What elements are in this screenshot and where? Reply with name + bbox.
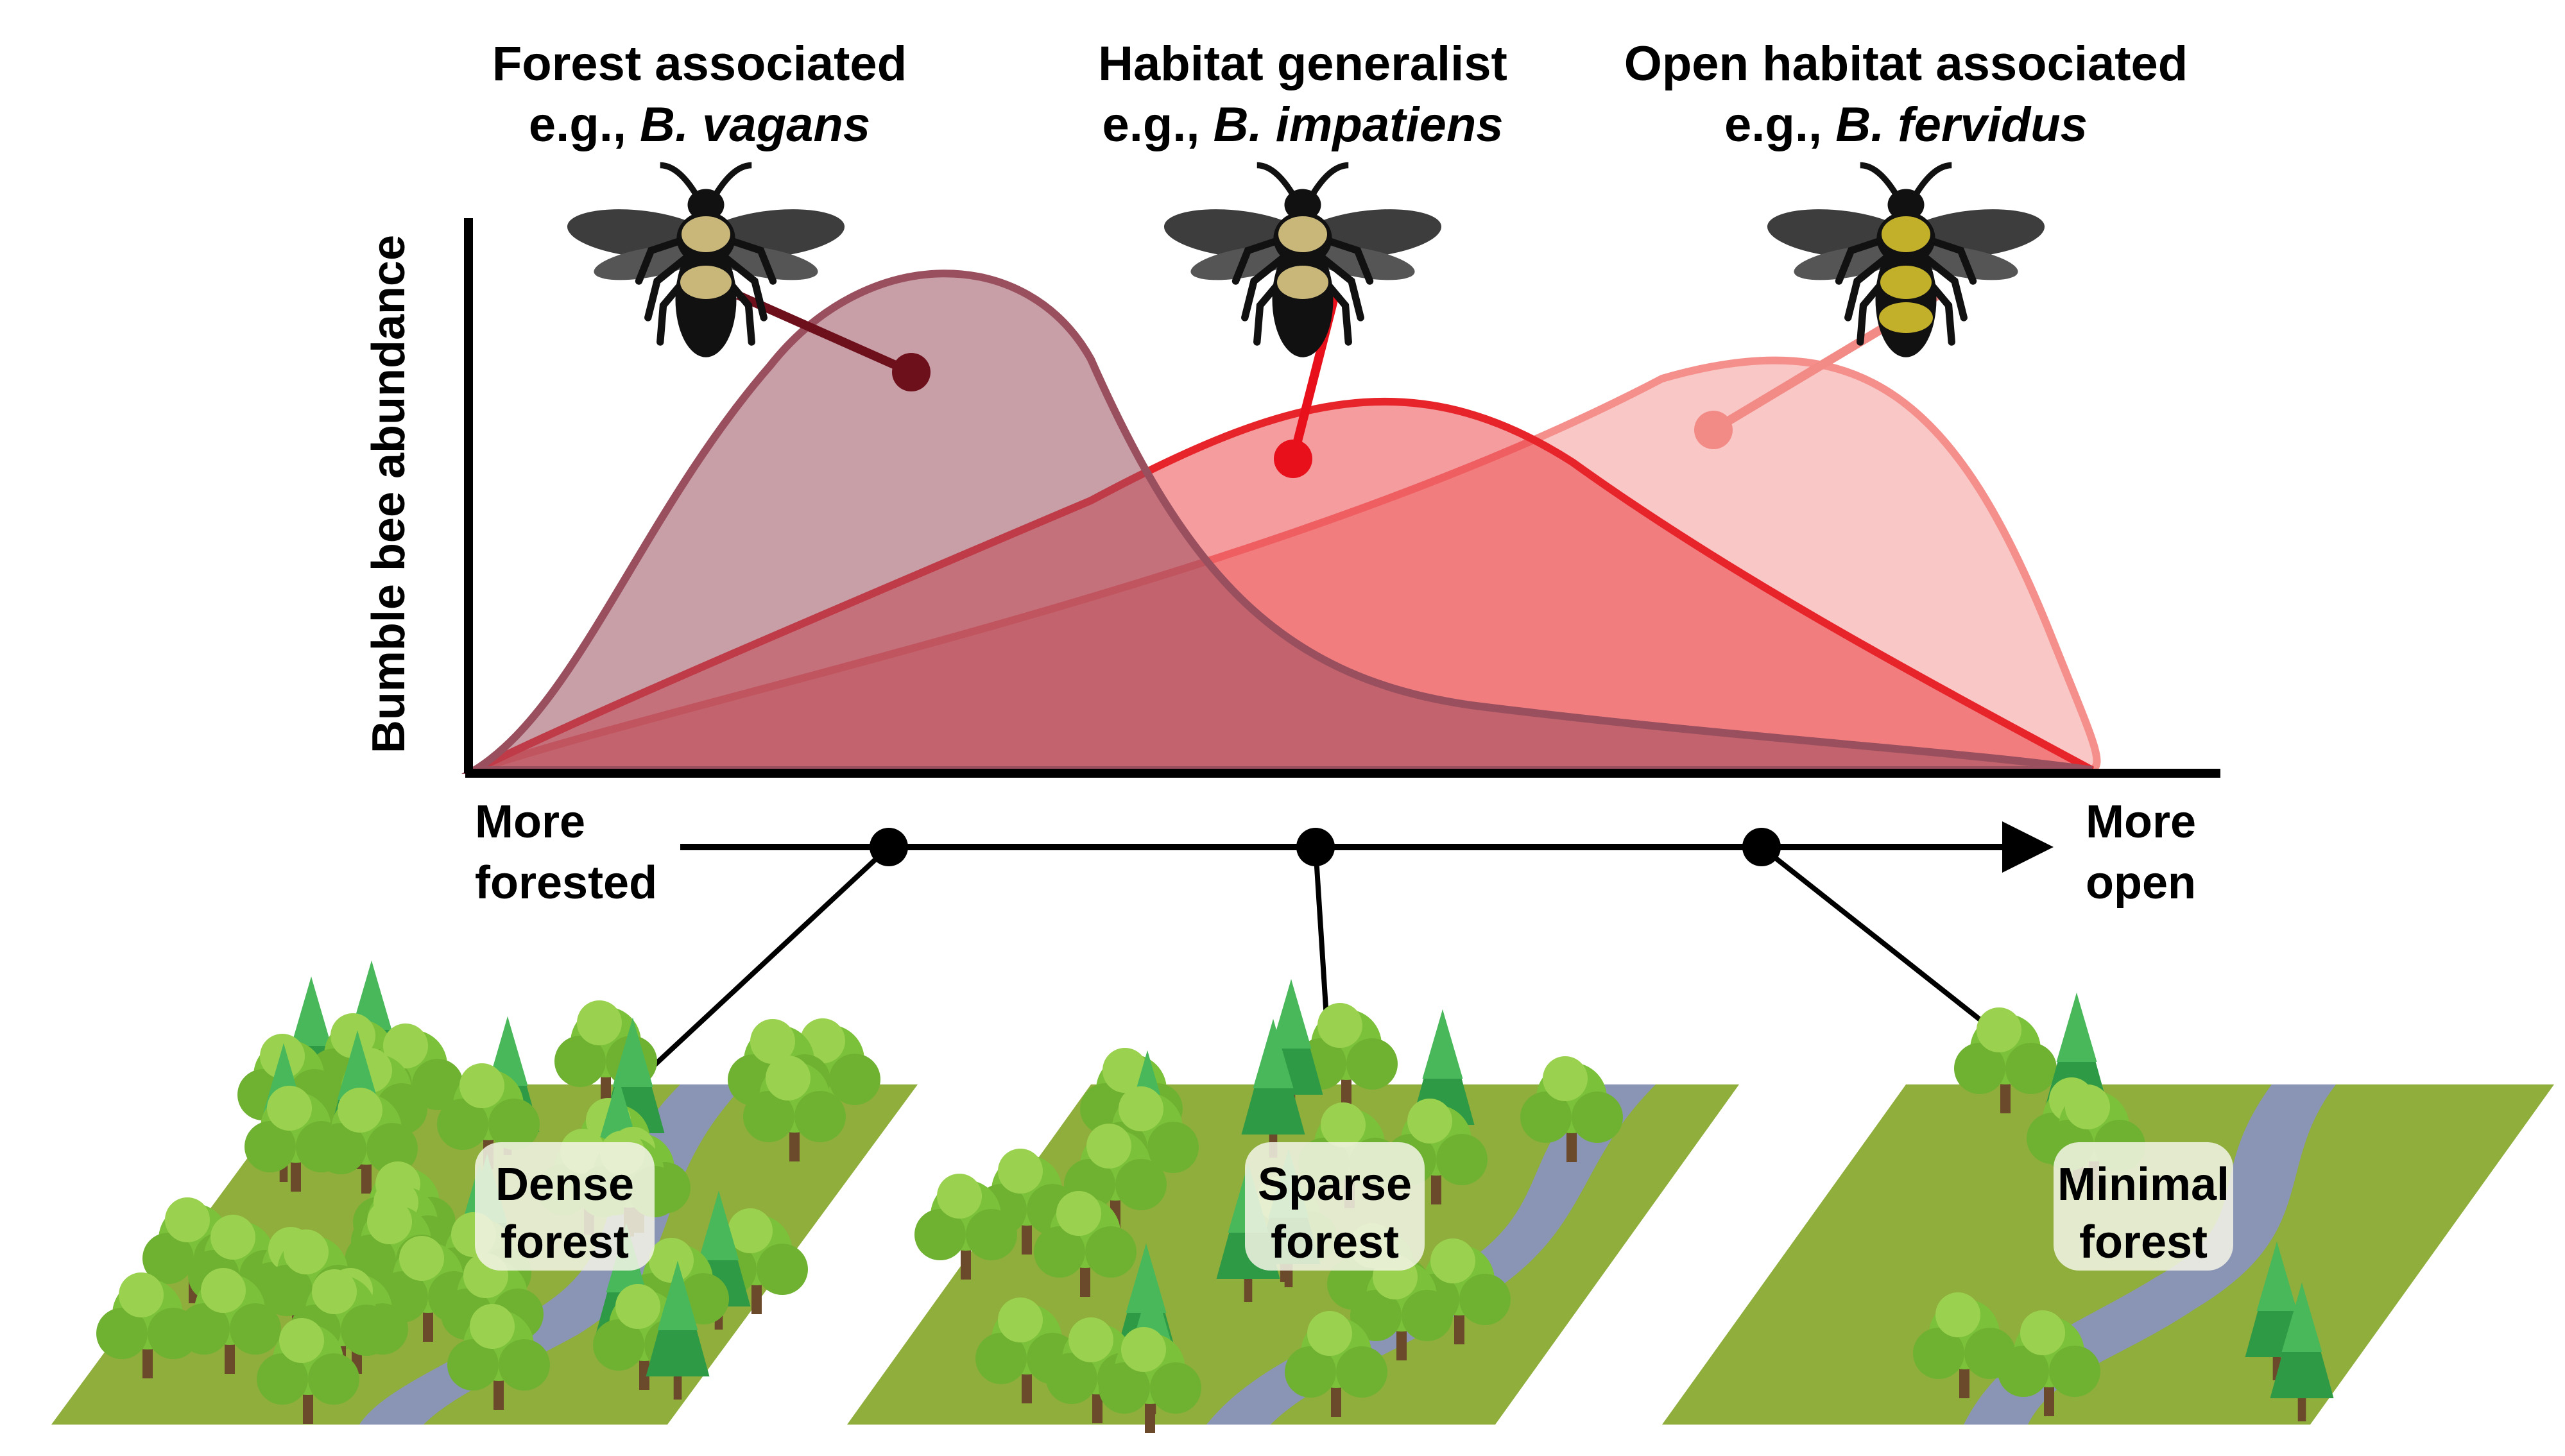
example-species: B. vagans — [640, 98, 870, 152]
example-prefix: e.g., — [1102, 98, 1213, 152]
group-example: e.g., B. fervidus — [1724, 98, 2088, 152]
abundance-curves — [461, 270, 2101, 774]
example-species: B. impatiens — [1214, 98, 1504, 152]
arrow-head-icon — [2002, 821, 2054, 873]
bee-icon — [1162, 166, 1444, 357]
bee-stripe — [682, 216, 730, 252]
x-left-label: More — [475, 796, 585, 848]
landscape-tile: Minimal forest — [1662, 993, 2554, 1425]
group-title: Open habitat associated — [1624, 37, 2188, 91]
landscape-label: forest — [1271, 1217, 1399, 1268]
landscape-label: Sparse — [1258, 1159, 1412, 1210]
example-prefix: e.g., — [529, 98, 640, 152]
gradient-point — [870, 828, 908, 866]
bee-stripe — [1880, 266, 1932, 299]
landscape-tile: Dense forest — [51, 961, 918, 1425]
landscape-tile: Sparse forest — [847, 979, 1739, 1433]
example-prefix: e.g., — [1724, 98, 1835, 152]
landscape-label: forest — [2079, 1217, 2208, 1268]
x-right-label: More — [2086, 796, 2196, 848]
example-species: B. fervidus — [1835, 98, 2088, 152]
group-example: e.g., B. impatiens — [1102, 98, 1503, 152]
landscape-label: forest — [501, 1217, 629, 1268]
group-title: Habitat generalist — [1098, 37, 1507, 91]
pointer-line — [736, 291, 913, 377]
gradient-point — [1296, 828, 1335, 866]
x-right-label: open — [2086, 857, 2196, 909]
curve-peak-marker — [1274, 440, 1312, 478]
bee-stripe — [680, 266, 732, 299]
landscape-label-box — [475, 1142, 655, 1271]
river — [1206, 1084, 1656, 1425]
landscape-label: Dense — [495, 1159, 634, 1210]
y-axis-label: Bumble bee abundance — [363, 235, 415, 753]
gradient-point — [1742, 828, 1781, 866]
group-title: Forest associated — [492, 37, 907, 91]
bee-stripe — [1278, 216, 1327, 252]
bee-stripe — [1277, 266, 1328, 299]
landscape-label: Minimal — [2057, 1159, 2229, 1210]
landscape-label-box — [2054, 1142, 2233, 1271]
landscape-label-box — [1245, 1142, 1425, 1271]
x-left-label: forested — [475, 857, 657, 909]
forest-associated-curve — [461, 270, 2093, 774]
bee-stripe — [1882, 216, 1930, 252]
curve-peak-marker — [1694, 411, 1733, 449]
curve-peak-marker — [892, 353, 931, 391]
group-example: e.g., B. vagans — [529, 98, 870, 152]
bee-stripe — [1879, 302, 1933, 333]
